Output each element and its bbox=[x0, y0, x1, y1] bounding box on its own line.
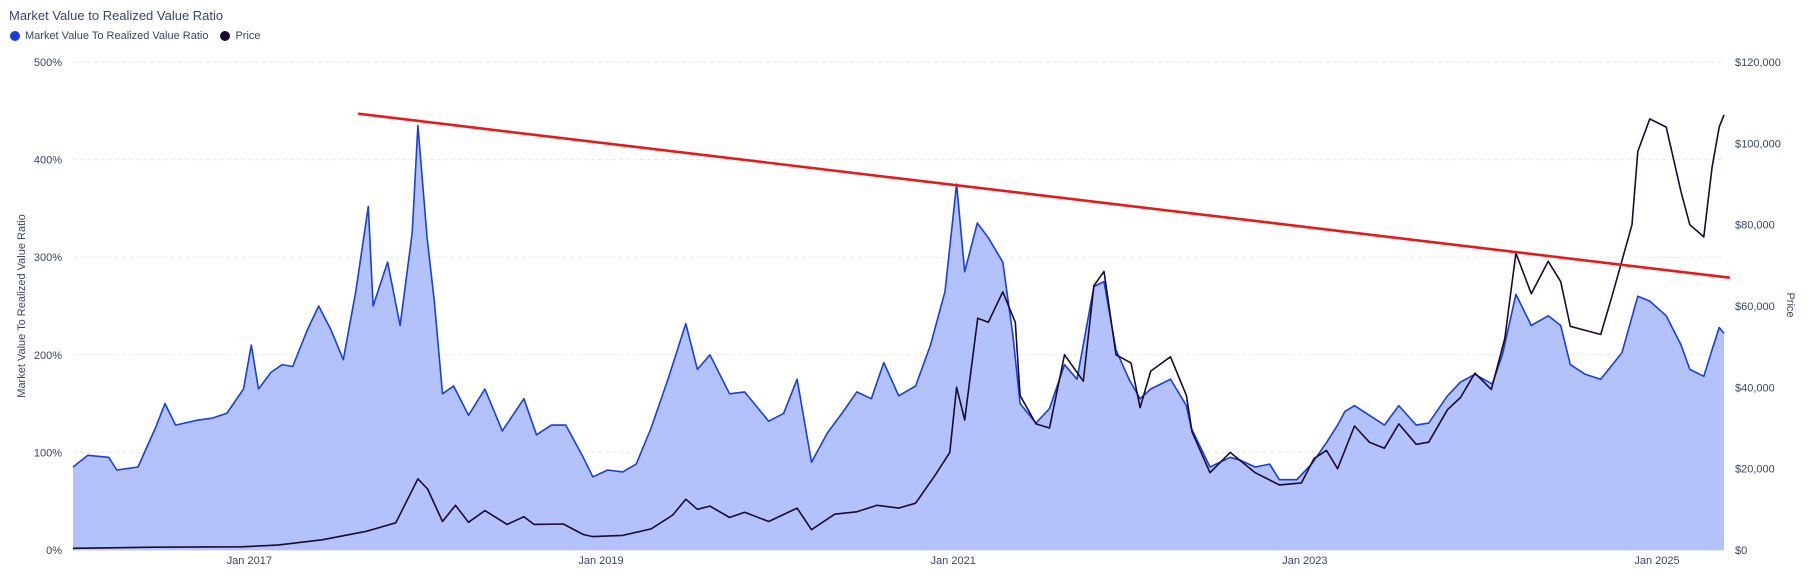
y-right-tick-label: $0 bbox=[1735, 545, 1747, 557]
y-right-tick-label: $60,000 bbox=[1735, 301, 1775, 313]
y-right-tick-label: $20,000 bbox=[1735, 464, 1775, 476]
x-tick-label: Jan 2019 bbox=[578, 555, 623, 567]
y-left-tick-label: 200% bbox=[34, 350, 62, 362]
y-right-tick-label: $40,000 bbox=[1735, 382, 1775, 394]
trend-line bbox=[358, 112, 1730, 279]
y-right-axis-title: Price bbox=[1784, 292, 1796, 317]
price-line bbox=[72, 114, 1725, 550]
legend-item-price[interactable]: Price bbox=[220, 30, 261, 42]
legend-dot-price bbox=[220, 31, 231, 41]
y-right-tick-label: $120,000 bbox=[1735, 57, 1781, 69]
y-right-tick-label: $100,000 bbox=[1735, 138, 1781, 150]
y-left-tick-label: 300% bbox=[34, 252, 62, 264]
x-tick-label: Jan 2023 bbox=[1282, 555, 1327, 567]
ratio-line bbox=[72, 124, 1725, 481]
legend: Market Value To Realized Value Ratio Pri… bbox=[10, 30, 261, 42]
legend-label-price: Price bbox=[235, 30, 261, 42]
x-tick-label: Jan 2017 bbox=[227, 555, 272, 567]
x-tick-label: Jan 2021 bbox=[931, 555, 976, 567]
legend-item-ratio[interactable]: Market Value To Realized Value Ratio bbox=[10, 30, 208, 42]
y-left-tick-label: 500% bbox=[34, 57, 62, 69]
y-left-axis-title: Market Value To Realized Value Ratio bbox=[16, 214, 28, 397]
ratio-area bbox=[73, 125, 1724, 551]
chart-title: Market Value to Realized Value Ratio bbox=[9, 8, 224, 23]
y-left-tick-label: 400% bbox=[34, 155, 62, 167]
y-left-tick-label: 0% bbox=[46, 545, 62, 557]
y-right-tick-label: $80,000 bbox=[1735, 220, 1775, 232]
legend-label-ratio: Market Value To Realized Value Ratio bbox=[25, 30, 209, 42]
legend-dot-ratio bbox=[10, 31, 20, 41]
y-left-tick-label: 100% bbox=[34, 447, 62, 459]
x-tick-label: Jan 2025 bbox=[1634, 555, 1679, 567]
